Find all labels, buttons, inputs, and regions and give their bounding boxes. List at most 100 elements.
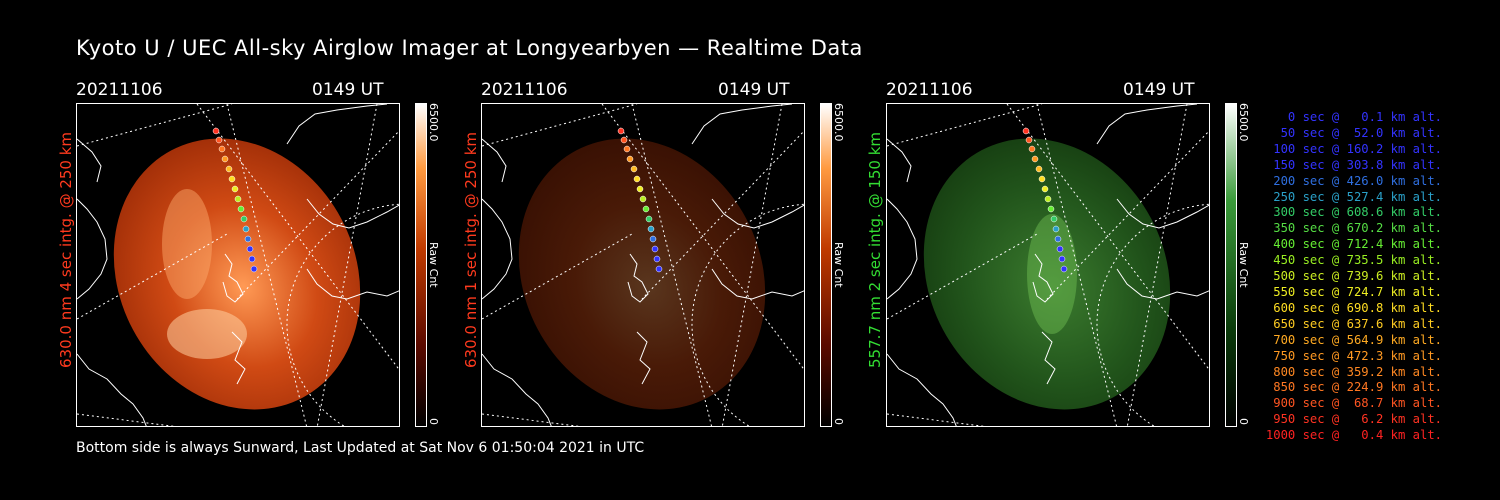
panel-3-colorbar-min: 0 — [1237, 418, 1250, 425]
panel-3-svg — [887, 104, 1209, 426]
track-point — [215, 136, 223, 144]
panel-1-colorbar-min: 0 — [427, 418, 440, 425]
legend-entry: 900 sec @ 68.7 km alt. — [1273, 396, 1442, 411]
panel-1-colorbar-label: Raw Cnt — [427, 242, 440, 288]
coastline — [306, 198, 399, 229]
track-point — [246, 245, 254, 253]
map-grid-line — [482, 233, 633, 320]
legend-entry: 950 sec @ 6.2 km alt. — [1273, 412, 1442, 427]
track-point — [212, 127, 220, 135]
map-grid-line — [77, 413, 176, 426]
coastline — [482, 138, 507, 183]
track-point — [1047, 205, 1055, 213]
coastline — [286, 104, 388, 145]
coastline — [711, 198, 804, 229]
map-grid-line — [887, 104, 1043, 147]
track-point — [623, 145, 631, 153]
panel-2-ylabel: 630.0 nm 1 sec intg. @ 250 km — [462, 131, 480, 368]
track-point — [237, 205, 245, 213]
airglow-region — [518, 138, 766, 410]
track-point — [221, 155, 229, 163]
track-point — [248, 255, 256, 263]
panel-3-colorbar-max: 6500.0 — [1237, 103, 1250, 142]
legend-entry: 1000 sec @ 0.4 km alt. — [1265, 428, 1442, 443]
coastline — [77, 198, 108, 300]
track-point — [1025, 136, 1033, 144]
coastline — [711, 268, 804, 300]
page-title: Kyoto U / UEC All-sky Airglow Imager at … — [76, 36, 863, 60]
legend-entry: 0 sec @ 0.1 km alt. — [1287, 110, 1442, 124]
panel-2-colorbar-min: 0 — [832, 418, 845, 425]
panel-3-colorbar-label: Raw Cnt — [1237, 242, 1250, 288]
coastline — [1116, 198, 1209, 229]
bright-patch — [1027, 214, 1077, 334]
track-point — [617, 127, 625, 135]
panel-3-ylabel: 557.7 nm 2 sec intg. @ 150 km — [866, 131, 884, 368]
panel-1-date: 20211106 — [76, 80, 163, 100]
map-grid-line — [482, 104, 638, 147]
legend-entry: 850 sec @ 224.9 km alt. — [1273, 380, 1442, 395]
track-point — [1022, 127, 1030, 135]
coastline — [887, 353, 957, 426]
map-grid-line — [77, 104, 233, 147]
track-point — [651, 245, 659, 253]
airglow-region — [113, 138, 361, 410]
track-point — [1050, 215, 1058, 223]
coastline — [77, 353, 147, 426]
legend-entry: 450 sec @ 735.5 km alt. — [1273, 253, 1442, 268]
coastline — [482, 198, 513, 300]
legend-entry: 200 sec @ 426.0 km alt. — [1273, 173, 1442, 188]
coastline — [691, 104, 793, 145]
legend-entry: 50 sec @ 52.0 km alt. — [1280, 125, 1442, 140]
panel-2-time: 0149 UT — [718, 80, 790, 100]
map-grid-line — [77, 233, 228, 320]
panel-2-date: 20211106 — [481, 80, 568, 100]
panel-2-colorbar-label: Raw Cnt — [832, 242, 845, 288]
legend-entry: 550 sec @ 724.7 km alt. — [1273, 284, 1442, 299]
coastline — [1032, 253, 1054, 303]
map-grid-line — [887, 233, 1038, 320]
map-grid-line — [1006, 104, 1209, 371]
bright-patch — [162, 189, 212, 299]
coastline — [1116, 268, 1209, 300]
panel-2-colorbar-max: 6500.0 — [832, 103, 845, 142]
panel-1-colorbar-max: 6500.0 — [427, 103, 440, 142]
coastline — [1096, 104, 1198, 145]
map-grid-circle — [691, 203, 804, 426]
track-point — [1056, 245, 1064, 253]
map-grid-line — [482, 413, 581, 426]
track-point — [218, 145, 226, 153]
coastline — [627, 253, 649, 303]
track-point — [240, 215, 248, 223]
track-point — [1041, 185, 1049, 193]
track-point — [1058, 255, 1066, 263]
map-grid-line — [236, 130, 399, 300]
airglow-region — [923, 138, 1171, 410]
track-point — [1028, 145, 1036, 153]
coastline — [306, 268, 399, 300]
map-grid-line — [1036, 104, 1118, 426]
legend-entry: 400 sec @ 712.4 km alt. — [1273, 237, 1442, 252]
panel-3-date: 20211106 — [886, 80, 973, 100]
legend-entry: 350 sec @ 670.2 km alt. — [1273, 221, 1442, 236]
panel-2-svg — [482, 104, 804, 426]
map-grid-line — [196, 104, 399, 371]
panel-1-ylabel: 630.0 nm 4 sec intg. @ 250 km — [57, 131, 75, 368]
track-point — [1052, 225, 1060, 233]
track-point — [1035, 165, 1043, 173]
bright-patch — [167, 309, 247, 359]
map-grid-circle — [1096, 203, 1209, 426]
map-grid-circle — [286, 203, 399, 426]
legend-entry: 750 sec @ 472.3 km alt. — [1273, 348, 1442, 363]
panel-1-colorbar — [415, 103, 427, 427]
track-point — [242, 225, 250, 233]
legend-entry: 700 sec @ 564.9 km alt. — [1273, 332, 1442, 347]
coastline — [77, 138, 102, 183]
track-point — [655, 265, 663, 273]
track-point — [626, 155, 634, 163]
track-point — [1031, 155, 1039, 163]
map-grid-line — [1046, 130, 1209, 300]
panel-2-colorbar — [820, 103, 832, 427]
track-point — [639, 195, 647, 203]
track-point — [636, 185, 644, 193]
